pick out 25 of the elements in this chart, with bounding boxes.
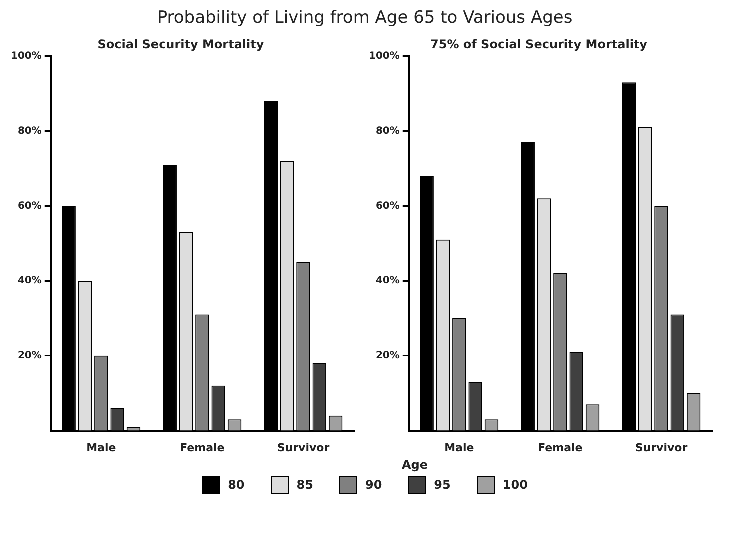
x-tick-label: Female [180,441,225,454]
x-tick-label: Survivor [635,441,688,454]
y-tick-label: 60% [18,200,42,212]
y-tick-label: 40% [376,276,400,287]
legend-title: Age [400,458,429,472]
legend-label: 85 [296,478,314,492]
chart-subtitle: 75% of Social Security Mortality [430,37,648,52]
legend-label: 80 [228,478,245,492]
legend-label: 95 [434,478,451,492]
chart-subtitle: Social Security Mortality [98,37,264,52]
y-tick-label: 100% [10,50,42,62]
x-tick-label: Female [538,441,583,454]
x-tick-label: Male [444,441,474,454]
chart-title: Probability of Living from Age 65 to Various Ages [156,8,574,28]
legend-label: 100 [502,478,528,492]
y-tick-label: 60% [376,200,400,212]
y-tick-label: 100% [368,50,400,62]
x-tick-label: Survivor [277,441,330,454]
y-tick-label: 20% [18,350,42,362]
legend-label: 90 [365,478,382,492]
y-tick-label: 40% [18,276,42,287]
x-tick-label: Male [86,441,116,454]
y-tick-label: 80% [18,126,42,137]
y-tick-label: 80% [376,126,400,137]
y-tick-label: 20% [376,350,400,362]
